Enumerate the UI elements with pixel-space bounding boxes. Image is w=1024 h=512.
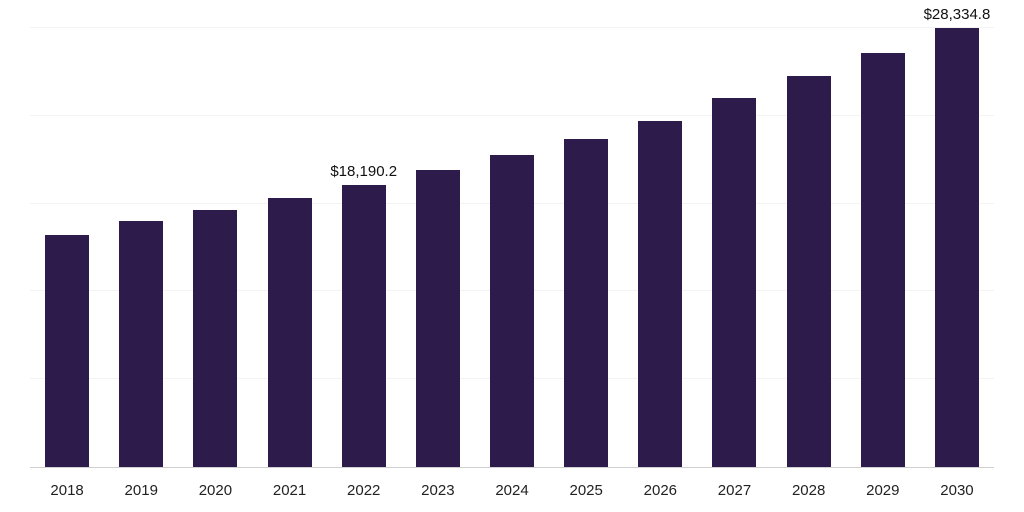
x-tick-2020: 2020 [198, 482, 233, 499]
bar-cell-2020 [178, 28, 252, 467]
bar-cell-2021 [252, 28, 326, 467]
bar-cell-2023 [401, 28, 475, 467]
bar-cell-2028 [772, 28, 846, 467]
data-label-2030: $28,334.8 [923, 6, 991, 23]
bars-row: $18,190.2 $28,334.8 [30, 6, 994, 467]
x-tick-2021: 2021 [272, 482, 307, 499]
x-tick-2030: 2030 [940, 482, 974, 499]
bar-cell-2027 [697, 28, 771, 467]
x-tick-2029: 2029 [866, 482, 900, 499]
bar-cell-2024 [475, 28, 549, 467]
bar-cell-2022: $18,190.2 [327, 28, 401, 467]
bar-2020 [193, 209, 238, 467]
x-tick-2024: 2024 [495, 482, 529, 499]
x-tick-2028: 2028 [791, 482, 826, 499]
bar-2028 [786, 75, 831, 467]
bar-cell-2018 [30, 28, 104, 467]
bar-cell-2029 [846, 28, 920, 467]
bar-2018 [45, 234, 90, 467]
x-tick-2023: 2023 [421, 482, 455, 499]
bar-2019 [119, 220, 164, 467]
bar-2021 [267, 198, 312, 467]
bar-cell-2025 [549, 28, 623, 467]
x-tick-2019: 2019 [124, 482, 158, 499]
bar-2025 [564, 138, 609, 467]
bar-cell-2019 [104, 28, 178, 467]
x-tick-2027: 2027 [717, 482, 752, 499]
gridline [30, 114, 994, 116]
bar-cell-2030: $28,334.8 [920, 6, 994, 467]
data-label-2022: $18,190.2 [330, 163, 398, 181]
x-tick-2018: 2018 [50, 482, 84, 499]
x-tick-2026: 2026 [643, 482, 678, 499]
bar-2024 [490, 154, 535, 467]
bar-2022 [341, 185, 386, 467]
bar-2027 [712, 98, 757, 467]
x-tick-2025: 2025 [569, 482, 603, 499]
gridline [30, 27, 994, 28]
x-axis: 2018 2019 2020 2021 2022 2023 2024 2025 2026 2027… [30, 476, 994, 506]
bar-cell-2026 [623, 28, 697, 467]
bar-2030 [934, 28, 979, 467]
bar-2026 [638, 120, 683, 467]
bar-2023 [415, 170, 460, 467]
bar-2029 [860, 53, 905, 467]
plot-area: $18,190.2 $28,334.8 [30, 6, 994, 468]
x-tick-2022: 2022 [347, 482, 381, 499]
